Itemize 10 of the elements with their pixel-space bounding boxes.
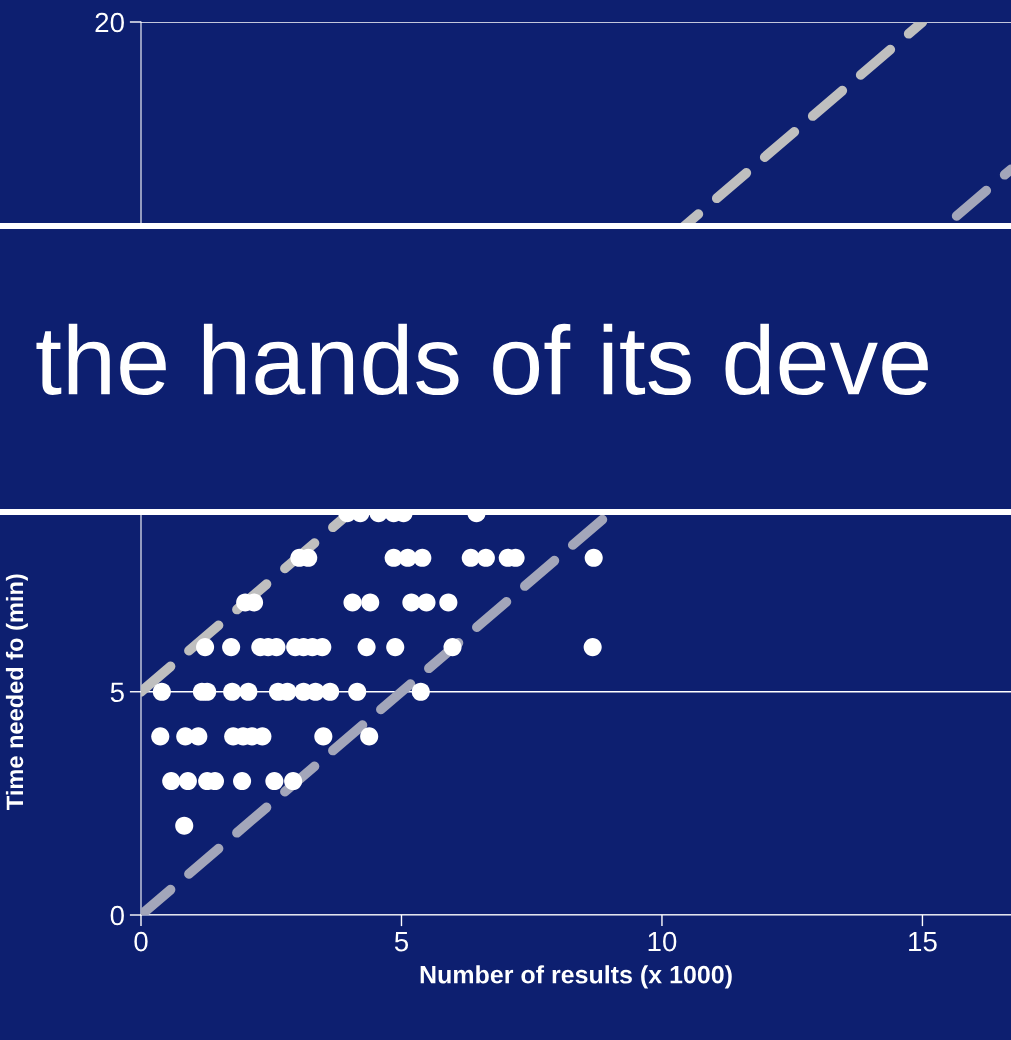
x-axis-title: Number of results (x 1000)	[420, 965, 732, 989]
x-tick-label: 10	[648, 931, 677, 952]
x-tick-label: 0	[134, 931, 148, 952]
y-tick-label: 5	[110, 682, 124, 703]
annotation: the hands of its deve	[36, 323, 928, 396]
y-tick-label: 0	[110, 905, 124, 926]
y-tick-label: 20	[95, 12, 124, 33]
x-tick-label: 5	[394, 931, 409, 952]
y-axis-title: Time needed fo (min)	[5, 574, 28, 810]
x-tick-label: 15	[909, 931, 937, 952]
